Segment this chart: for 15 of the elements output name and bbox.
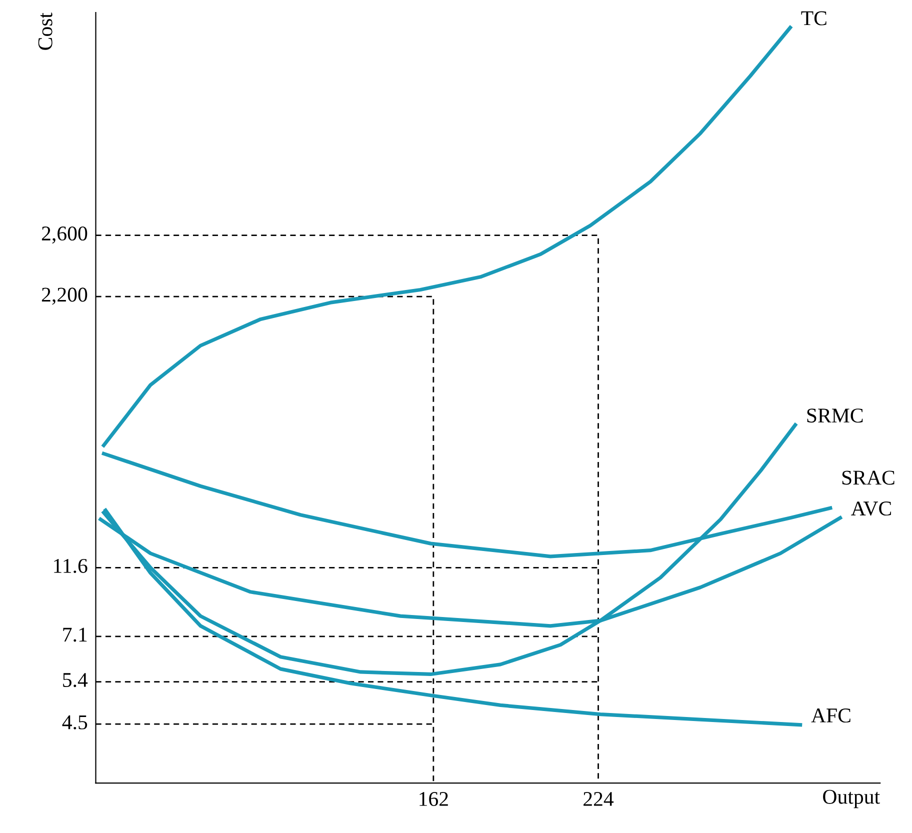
text: 2,600 <box>42 226 88 244</box>
series-label: AVC <box>851 502 891 516</box>
text: 7.1 <box>63 628 87 642</box>
y-axis-title: Cost <box>38 12 52 50</box>
series-label: SRAC <box>842 470 894 485</box>
text: 11.6 <box>54 558 88 574</box>
series-label: TC <box>801 11 826 26</box>
text: 4.5 <box>62 715 88 730</box>
x-tick-label: 224 <box>584 792 614 806</box>
series-label: AFC <box>811 708 850 723</box>
text: 2,200 <box>42 288 88 305</box>
x-tick-label: 162 <box>420 792 448 806</box>
x-axis-title: Output <box>823 790 880 808</box>
series-label: SRMC <box>807 408 863 423</box>
text: 5.4 <box>63 673 88 688</box>
